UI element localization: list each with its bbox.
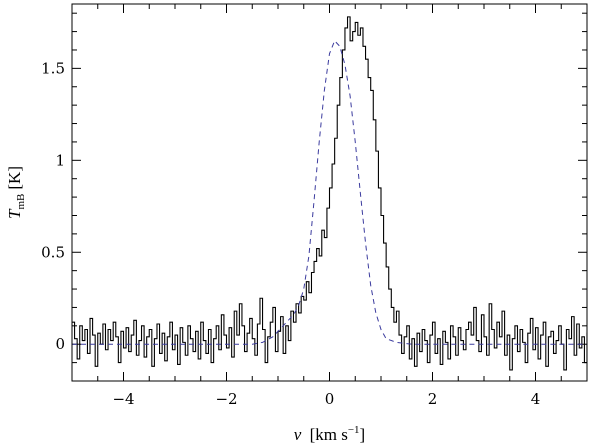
x-axis-exp: −1 bbox=[348, 424, 360, 436]
x-axis-unit: km s bbox=[315, 425, 348, 444]
y-axis-sub: mB bbox=[15, 194, 27, 210]
x-axis-label: v [km s−1] bbox=[294, 424, 365, 444]
x-tick-label: −4 bbox=[112, 390, 134, 408]
y-tick-label: 0 bbox=[55, 335, 65, 353]
x-tick-label: 2 bbox=[428, 390, 438, 408]
tick-labels: −4 −2 0 2 4 0 0.5 1 1.5 bbox=[41, 59, 540, 408]
x-tick-label: 0 bbox=[325, 390, 335, 408]
y-axis-unit: [K] bbox=[5, 166, 24, 190]
y-axis-label: TmB [K] bbox=[5, 166, 27, 219]
series-layer bbox=[72, 16, 587, 371]
x-axis-var: v bbox=[294, 425, 302, 444]
axis-ticks bbox=[71, 4, 588, 381]
x-tick-label: 4 bbox=[531, 390, 541, 408]
y-tick-label: 1.5 bbox=[41, 59, 65, 77]
model-fit-line bbox=[72, 39, 587, 345]
plot-frame bbox=[71, 3, 588, 382]
y-tick-label: 1 bbox=[55, 151, 65, 169]
observed-spectrum-line bbox=[72, 16, 587, 371]
x-tick-label: −2 bbox=[215, 390, 237, 408]
y-tick-label: 0.5 bbox=[41, 243, 65, 261]
y-axis-var: T bbox=[5, 208, 24, 219]
